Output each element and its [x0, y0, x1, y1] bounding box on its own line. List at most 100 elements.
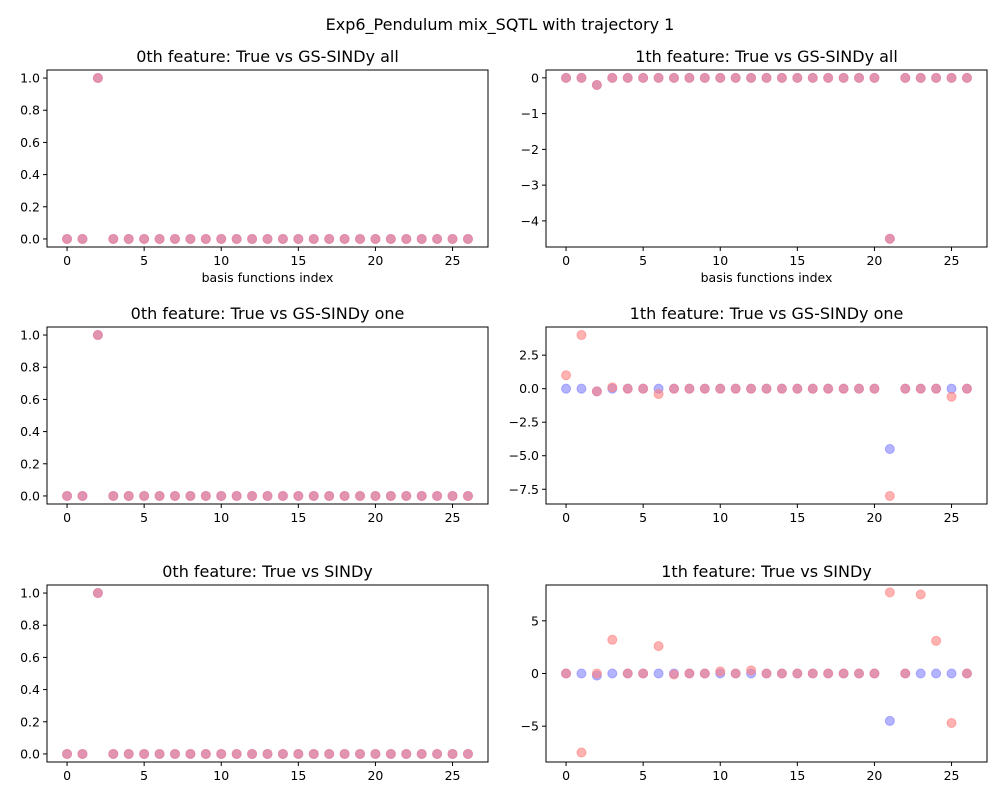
estimated-coefficient-point — [591, 80, 602, 91]
estimated-coefficient-point — [262, 490, 273, 501]
x-tick-label: 10 — [712, 768, 728, 783]
estimated-coefficient-point — [108, 233, 119, 244]
estimated-coefficient-point — [185, 748, 196, 759]
estimated-coefficient-point — [416, 490, 427, 501]
estimated-coefficient-point — [447, 233, 458, 244]
estimated-coefficient-point — [823, 72, 834, 83]
estimated-coefficient-point — [854, 383, 865, 394]
estimated-coefficient-point — [746, 383, 757, 394]
estimated-coefficient-point — [761, 383, 772, 394]
x-tick-label: 10 — [213, 510, 229, 525]
estimated-coefficient-point — [561, 72, 572, 83]
x-tick-label: 10 — [712, 253, 728, 268]
estimated-coefficient-point — [838, 668, 849, 679]
estimated-coefficient-point — [293, 233, 304, 244]
estimated-coefficient-point — [622, 668, 633, 679]
x-tick-label: 0 — [562, 768, 570, 783]
estimated-coefficient-point — [139, 490, 150, 501]
y-tick-label: 0 — [531, 666, 539, 681]
true-coefficient-point — [576, 383, 587, 394]
estimated-coefficient-point — [561, 370, 572, 381]
estimated-coefficient-point — [792, 668, 803, 679]
estimated-coefficient-point — [668, 72, 679, 83]
estimated-coefficient-point — [792, 383, 803, 394]
subplot-3: 0th feature: True vs GS-SINDy one 0 5 10 15 2… — [20, 304, 489, 525]
estimated-coefficient-point — [607, 72, 618, 83]
y-tick-label: 0.0 — [20, 231, 40, 246]
axes-frame — [46, 326, 489, 505]
estimated-coefficient-point — [776, 72, 787, 83]
estimated-coefficient-point — [730, 72, 741, 83]
x-tick-label: 0 — [63, 768, 71, 783]
axes-frame — [46, 584, 489, 763]
estimated-coefficient-point — [462, 490, 473, 501]
estimated-coefficient-point — [854, 72, 865, 83]
estimated-coefficient-point — [946, 391, 957, 402]
estimated-coefficient-point — [715, 72, 726, 83]
estimated-coefficient-point — [653, 389, 664, 400]
estimated-coefficient-point — [746, 72, 757, 83]
estimated-coefficient-point — [961, 668, 972, 679]
estimated-coefficient-point — [77, 490, 88, 501]
estimated-coefficient-point — [385, 748, 396, 759]
estimated-coefficient-point — [370, 490, 381, 501]
x-tick-label: 25 — [944, 768, 960, 783]
true-coefficient-point — [946, 668, 957, 679]
true-coefficient-point — [607, 668, 618, 679]
x-tick-label: 5 — [140, 768, 148, 783]
estimated-coefficient-point — [432, 233, 443, 244]
estimated-coefficient-point — [668, 669, 679, 680]
estimated-coefficient-point — [699, 668, 710, 679]
x-tick-label: 25 — [944, 253, 960, 268]
estimated-coefficient-point — [869, 668, 880, 679]
true-coefficient-point — [931, 668, 942, 679]
estimated-coefficient-point — [761, 72, 772, 83]
y-tick-label: 0 — [531, 70, 539, 85]
subplot-4: 1th feature: True vs GS-SINDy one 0 5 10 15 2… — [509, 304, 988, 525]
x-tick-label: 25 — [445, 768, 461, 783]
y-tick-label: 0.0 — [20, 488, 40, 503]
estimated-coefficient-point — [653, 641, 664, 652]
y-tick-label: 0.2 — [20, 199, 40, 214]
x-tick-label: 0 — [562, 510, 570, 525]
estimated-coefficient-point — [154, 233, 165, 244]
estimated-coefficient-point — [730, 668, 741, 679]
estimated-coefficient-point — [123, 233, 134, 244]
y-tick-label: 0.6 — [20, 650, 40, 665]
estimated-coefficient-point — [931, 635, 942, 646]
estimated-coefficient-point — [262, 233, 273, 244]
y-tick-label: 1.0 — [20, 586, 40, 601]
estimated-coefficient-point — [915, 589, 926, 600]
estimated-coefficient-point — [77, 233, 88, 244]
estimated-coefficient-point — [638, 72, 649, 83]
x-tick-label: 15 — [789, 253, 805, 268]
x-axis-label: basis functions index — [202, 270, 334, 285]
estimated-coefficient-point — [869, 72, 880, 83]
estimated-coefficient-point — [185, 490, 196, 501]
subplot-5: 0th feature: True vs SINDy 0 5 10 15 20 25 0.0 0… — [20, 562, 489, 783]
estimated-coefficient-point — [139, 748, 150, 759]
estimated-coefficient-point — [154, 490, 165, 501]
estimated-coefficient-point — [416, 748, 427, 759]
subplot-title: 1th feature: True vs GS-SINDy one — [630, 304, 904, 323]
y-tick-label: 0.0 — [20, 746, 40, 761]
y-tick-label: 0.6 — [20, 392, 40, 407]
estimated-coefficient-point — [324, 490, 335, 501]
estimated-coefficient-point — [576, 747, 587, 758]
subplot-title: 1th feature: True vs GS-SINDy all — [635, 47, 898, 66]
estimated-coefficient-point — [684, 72, 695, 83]
estimated-coefficient-point — [638, 383, 649, 394]
subplot-title: 0th feature: True vs SINDy — [162, 562, 373, 581]
estimated-coefficient-point — [838, 383, 849, 394]
estimated-coefficient-point — [807, 72, 818, 83]
estimated-coefficient-point — [684, 668, 695, 679]
estimated-coefficient-point — [699, 72, 710, 83]
estimated-coefficient-point — [92, 73, 103, 84]
estimated-coefficient-point — [761, 668, 772, 679]
estimated-coefficient-point — [262, 748, 273, 759]
estimated-coefficient-point — [607, 634, 618, 645]
estimated-coefficient-point — [401, 748, 412, 759]
estimated-coefficient-point — [576, 330, 587, 341]
estimated-coefficient-point — [776, 383, 787, 394]
